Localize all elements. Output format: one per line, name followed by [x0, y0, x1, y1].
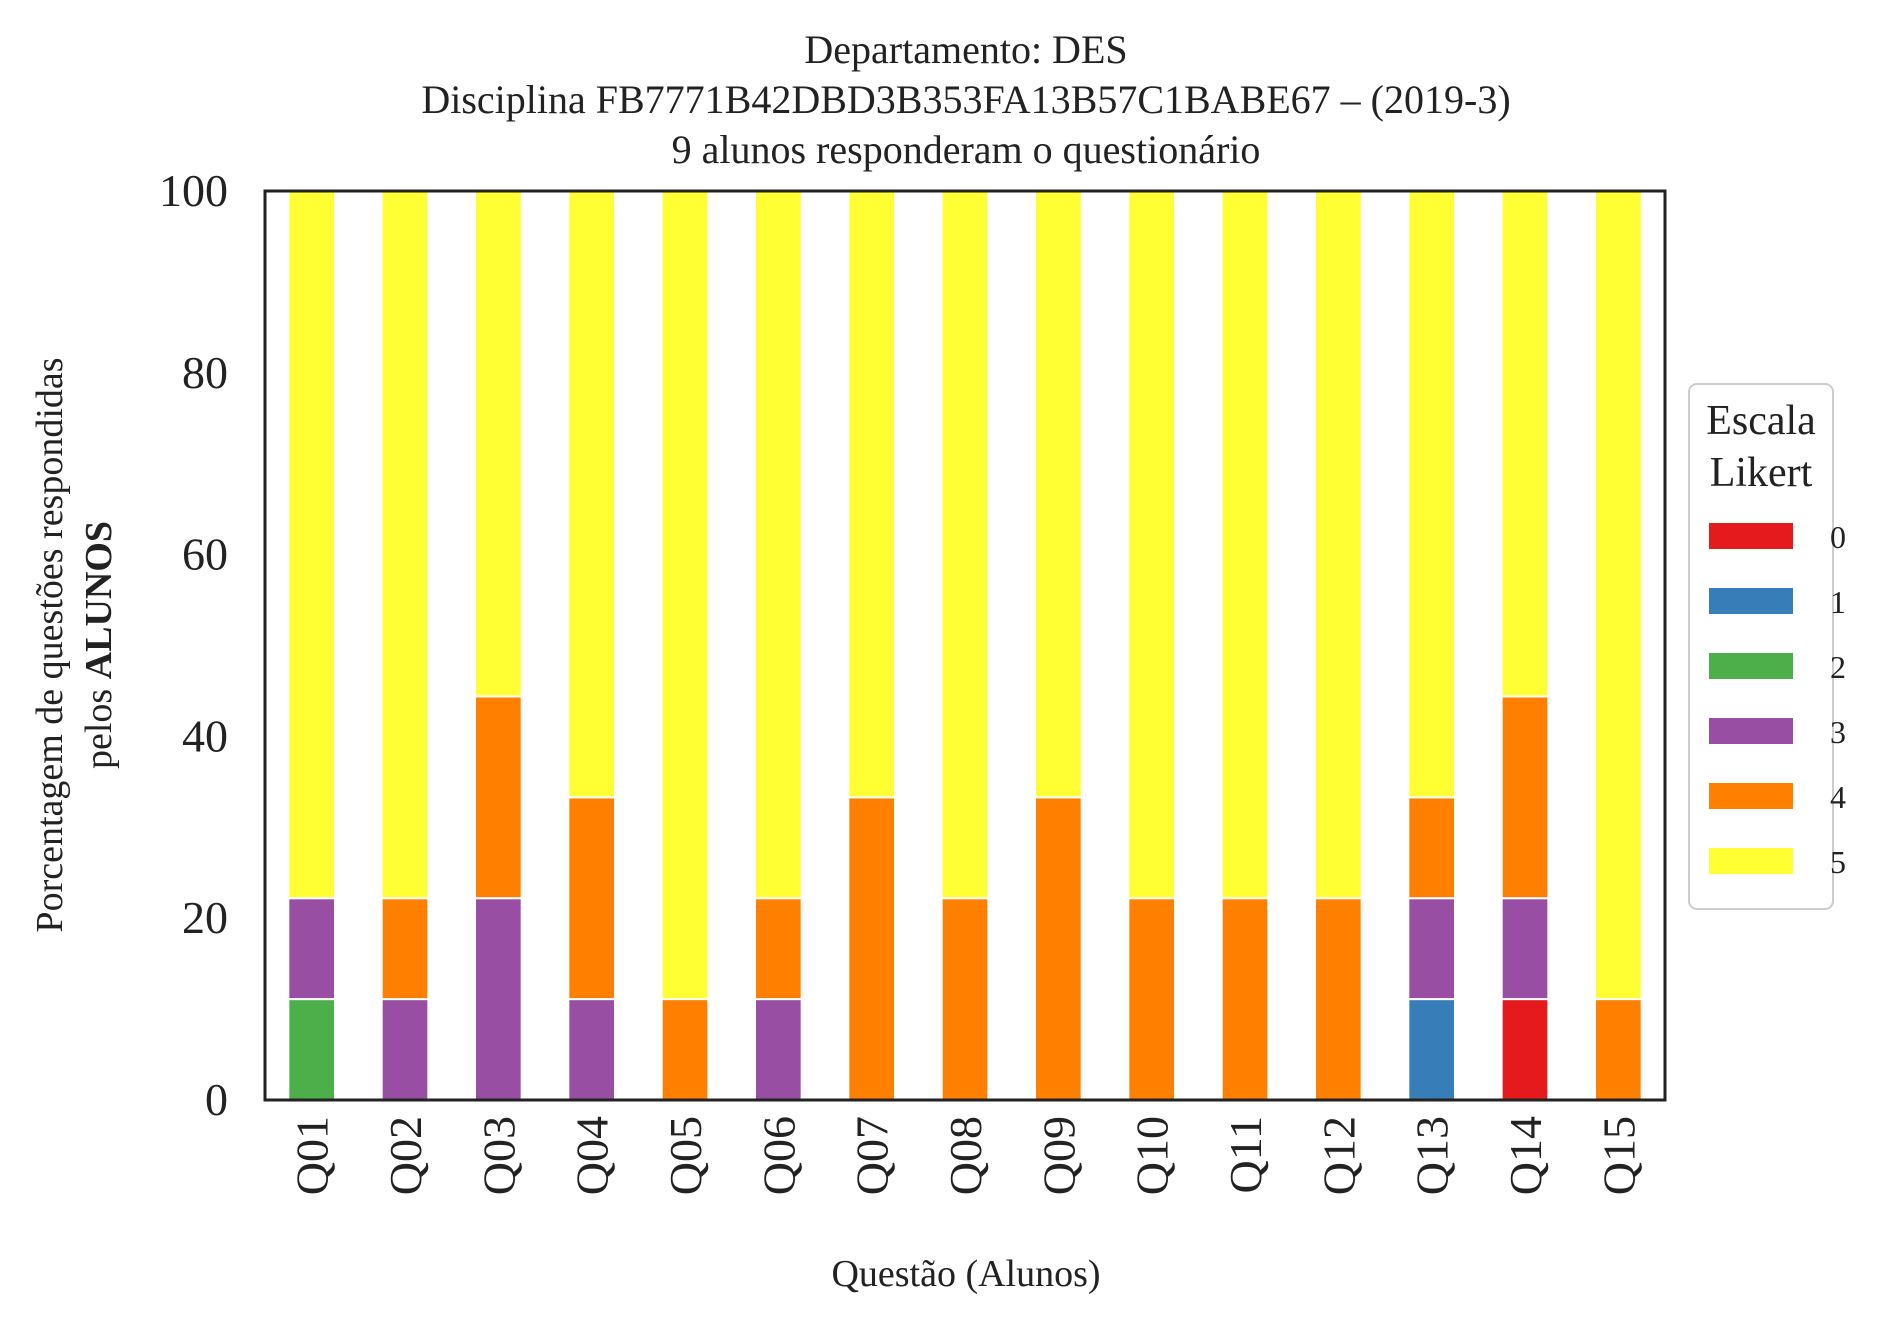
- legend-swatch-1: [1709, 588, 1793, 614]
- bar-Q05-likert-5: [660, 190, 710, 1001]
- y-tick-label: 60: [182, 529, 228, 580]
- bar-Q06-likert-4: [754, 897, 803, 1001]
- bar-Q14-likert-4: [1500, 695, 1550, 900]
- x-tick-label-Q14: Q14: [1500, 1116, 1551, 1195]
- legend-label-4: 4: [1830, 779, 1846, 815]
- y-tick-label: 100: [159, 165, 228, 216]
- x-tick-label-Q08: Q08: [940, 1116, 991, 1195]
- chart-title-line-2: Disciplina FB7771B42DBD3B353FA13B57C1BAB…: [421, 77, 1510, 122]
- bar-Q13-likert-3: [1407, 897, 1456, 1001]
- bar-Q02-likert-5: [380, 190, 430, 900]
- bar-Q11-likert-4: [1220, 897, 1270, 1102]
- bar-Q12-likert-5: [1314, 190, 1363, 900]
- x-tick-label-Q13: Q13: [1407, 1116, 1458, 1195]
- legend-label-3: 3: [1830, 714, 1846, 750]
- x-ticks: Q01 Q02 Q03 Q04 Q05 Q06 Q07 Q08 Q09 Q10 Q11 Q12 Q13 Q…: [287, 1116, 1645, 1195]
- y-ticks: 0 20 40 60 80 100: [159, 165, 228, 1125]
- x-tick-label-Q09: Q09: [1033, 1116, 1084, 1195]
- legend-swatch-0: [1709, 523, 1793, 549]
- x-tick-label-Q04: Q04: [567, 1116, 618, 1195]
- bar-Q10-likert-5: [1127, 190, 1176, 900]
- chart-title-line-1: Departamento: DES: [804, 27, 1127, 72]
- bar-Q01-likert-5: [287, 190, 336, 900]
- y-tick-label: 0: [205, 1074, 228, 1125]
- bar-Q14-likert-5: [1500, 190, 1550, 698]
- bar-Q05-likert-4: [660, 998, 710, 1101]
- bar-Q14-likert-0: [1500, 998, 1550, 1101]
- y-tick-label: 20: [182, 892, 228, 943]
- bar-Q03-likert-4: [474, 695, 523, 900]
- bar-Q03-likert-5: [474, 190, 523, 698]
- bar-Q11-likert-5: [1220, 190, 1270, 900]
- bar-Q14-likert-3: [1500, 897, 1550, 1001]
- bar-Q06-likert-5: [754, 190, 803, 900]
- bar-Q15-likert-5: [1594, 190, 1643, 1001]
- legend: Escala Likert 0 1 2 3 4 5: [1688, 383, 1846, 910]
- y-axis-label-line-2: pelos ALUNOS: [78, 521, 120, 769]
- legend-swatch-3: [1709, 718, 1793, 744]
- bar-Q06-likert-3: [754, 998, 803, 1101]
- y-tick-label: 80: [182, 347, 228, 398]
- legend-label-5: 5: [1830, 844, 1846, 880]
- y-axis-label-line-1: Porcentagem de questões respondidas: [29, 357, 71, 932]
- x-tick-label-Q05: Q05: [660, 1116, 711, 1195]
- bar-Q02-likert-3: [380, 998, 430, 1101]
- bar-Q10-likert-4: [1127, 897, 1176, 1102]
- bar-Q09-likert-5: [1034, 190, 1083, 799]
- bar-Q04-likert-4: [567, 796, 617, 1001]
- legend-swatch-4: [1709, 783, 1793, 809]
- chart-title-line-3: 9 alunos responderam o questionário: [672, 127, 1261, 172]
- bar-Q13-likert-4: [1407, 796, 1456, 900]
- bar-Q02-likert-4: [380, 897, 430, 1001]
- bar-Q01-likert-2: [287, 998, 336, 1101]
- x-tick-label-Q01: Q01: [287, 1116, 338, 1195]
- bar-Q04-likert-3: [567, 998, 617, 1101]
- y-axis-label-prefix: pelos: [78, 679, 120, 769]
- bar-Q13-likert-5: [1407, 190, 1456, 799]
- bar-Q07-likert-4: [847, 796, 897, 1101]
- x-tick-label-Q03: Q03: [473, 1116, 524, 1195]
- x-tick-label-Q15: Q15: [1593, 1116, 1644, 1195]
- plot-frame: [263, 189, 1667, 1102]
- bar-Q09-likert-4: [1034, 796, 1083, 1101]
- bar-Q07-likert-5: [847, 190, 897, 799]
- x-tick-label-Q11: Q11: [1220, 1116, 1271, 1194]
- bar-Q01-likert-3: [287, 897, 336, 1001]
- legend-items: 0 1 2 3 4 5: [1709, 519, 1846, 880]
- legend-label-2: 2: [1830, 649, 1846, 685]
- legend-box: [1688, 383, 1834, 910]
- legend-title-line-2: Likert: [1710, 450, 1813, 496]
- bars-layer: [287, 190, 1643, 1102]
- bar-Q04-likert-5: [567, 190, 617, 799]
- x-axis-label: Questão (Alunos): [831, 1253, 1100, 1295]
- x-tick-label-Q10: Q10: [1127, 1116, 1178, 1195]
- bar-Q13-likert-1: [1407, 998, 1456, 1101]
- x-tick-label-Q07: Q07: [847, 1116, 898, 1195]
- legend-title-line-1: Escala: [1706, 398, 1816, 444]
- bar-Q12-likert-4: [1314, 897, 1363, 1102]
- bar-Q08-likert-4: [940, 897, 990, 1102]
- legend-swatch-5: [1709, 848, 1793, 874]
- x-tick-label-Q02: Q02: [380, 1116, 431, 1195]
- bar-Q08-likert-5: [940, 190, 990, 900]
- bar-Q03-likert-3: [474, 897, 523, 1102]
- y-axis-label-bold: ALUNOS: [78, 521, 120, 679]
- bar-Q15-likert-4: [1594, 998, 1643, 1101]
- x-tick-label-Q06: Q06: [753, 1116, 804, 1195]
- legend-swatch-2: [1709, 653, 1793, 679]
- y-tick-label: 40: [182, 710, 228, 761]
- legend-label-0: 0: [1830, 519, 1846, 555]
- legend-label-1: 1: [1830, 584, 1846, 620]
- x-tick-label-Q12: Q12: [1313, 1116, 1364, 1195]
